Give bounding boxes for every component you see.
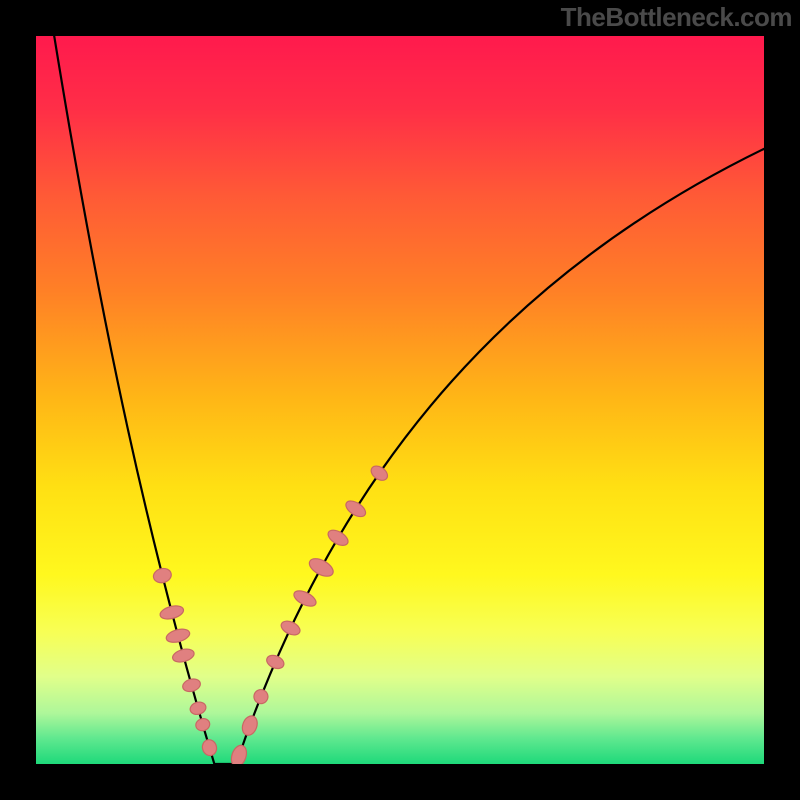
watermark-text: TheBottleneck.com [561, 2, 792, 33]
plot-area [36, 36, 764, 764]
curve-marker [165, 627, 191, 645]
curve-marker [265, 653, 286, 671]
curve-marker [292, 588, 319, 610]
curve-marker [240, 714, 260, 738]
chart-container: TheBottleneck.com [0, 0, 800, 800]
curve-marker [326, 527, 351, 548]
curve-marker [194, 717, 211, 732]
curve-marker [159, 604, 185, 622]
curve-marker [343, 498, 368, 520]
curve-marker [152, 567, 173, 585]
curve-marker [306, 555, 336, 580]
curve-marker [369, 463, 391, 483]
curve-marker [252, 687, 270, 705]
bottleneck-curve [36, 36, 764, 764]
curve-marker [189, 700, 208, 716]
curve-marker [200, 738, 218, 757]
curve-marker [229, 743, 249, 764]
curve-marker [279, 618, 302, 637]
curve-marker [171, 647, 195, 664]
curve-marker [181, 677, 202, 693]
